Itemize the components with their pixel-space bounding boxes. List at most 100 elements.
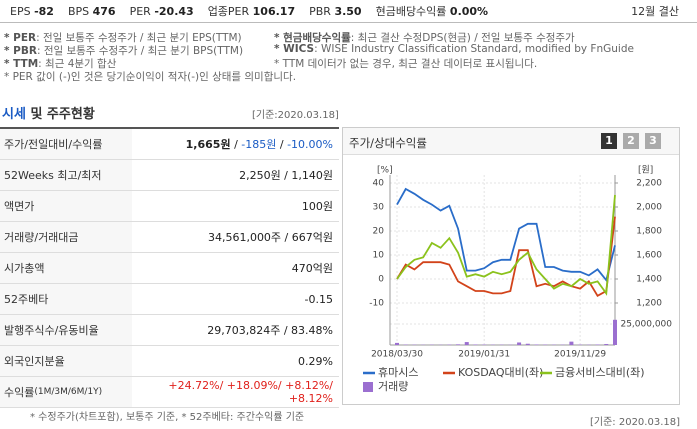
table-row: 52Weeks 최고/최저 2,250원 / 1,140원 [0, 160, 339, 191]
stat-value: 3.50 [334, 4, 362, 18]
stat-label: 현금배당수익률 [375, 5, 447, 18]
y-axis-label: [%] [377, 166, 393, 176]
y2-tick-label: 2,000 [636, 203, 662, 213]
y-tick-label: 20 [373, 227, 385, 237]
table-row: 시가총액 470억원 [0, 253, 339, 284]
title-rest: 및 주주현황 [25, 107, 95, 122]
note-desc: : 전일 보통주 수정주가 / 최근 분기 BPS(TTM) [36, 45, 244, 57]
note-term: * PER [4, 32, 37, 44]
legend-label: 휴마시스 [378, 366, 418, 379]
stat-label: PBR [309, 4, 331, 18]
row-value: -0.15 [132, 293, 339, 306]
label-text: 주가/전일대비/수익률 [4, 138, 103, 151]
series-line [396, 187, 616, 283]
volume-bar [613, 319, 617, 345]
note: * TTM 데이터가 없는 경우, 최근 결산 데이터로 표시됩니다. [274, 56, 537, 71]
stat: PBR 3.50 [309, 5, 361, 18]
table-date: [기준: 2020.03.18] [590, 417, 681, 428]
note-term: * WICS [274, 43, 315, 55]
value-part: / [230, 138, 242, 151]
volume-tick-label: 25,000,000 [620, 320, 672, 330]
table-row: 주가/전일대비/수익률 1,665원 / -185원 / -10.00% [0, 129, 339, 160]
table-row: 발행주식수/유동비율 29,703,824주 / 83.48% [0, 315, 339, 346]
row-label: 거래량/거래대금 [0, 222, 132, 252]
x-tick-label: 2019/11/29 [554, 350, 606, 360]
value-part: +24.72%/ +18.09%/ +8.12%/ +8.12% [168, 379, 333, 405]
table-row: 거래량/거래대금 34,561,000주 / 667억원 [0, 222, 339, 253]
value-part: 470억원 [291, 262, 333, 275]
stat-value: -82 [34, 4, 54, 18]
row-label: 주가/전일대비/수익률 [0, 129, 132, 159]
row-label: 52Weeks 최고/최저 [0, 160, 132, 190]
stat-label: BPS [67, 4, 90, 18]
volume-bar [525, 343, 530, 345]
note: * PER 값이 (-)인 것은 당기순이익이 적자(-)인 상태를 의미합니다… [4, 71, 297, 83]
value-part: 0.29% [298, 354, 333, 368]
table-footnote: * 수정주가(차트포함), 보통주 기준, * 52주베타: 주간수익률 기준 [30, 412, 305, 423]
volume-bar [595, 344, 600, 345]
panel-header: 주가/상대수익률 1 2 3 [343, 128, 679, 155]
series-line [396, 194, 616, 296]
value-part: -0.15 [304, 292, 333, 306]
chart-tab-button[interactable]: 3 [645, 133, 661, 149]
chart-tab-button[interactable]: 2 [623, 133, 639, 149]
stat-label: PER [129, 4, 151, 18]
value-part: 1,665원 [185, 138, 231, 151]
value-part: -185원 [241, 138, 277, 151]
y2-tick-label: 1,400 [636, 275, 662, 285]
volume-bar [395, 342, 399, 345]
settlement: 12월 결산 [631, 5, 679, 18]
note: * 현금배당수익률: 최근 결산 수정DPS(현금) / 전일 보통주 수정주가 [274, 30, 575, 45]
chart-tab-button[interactable]: 1 [601, 133, 617, 149]
volume-bar [517, 342, 522, 345]
stat: 현금배당수익률 0.00% [376, 3, 489, 19]
value-part: / [276, 138, 288, 151]
series-line [396, 216, 616, 298]
legend-label: KOSDAQ대비(좌) [458, 366, 543, 379]
y-tick-label: 40 [373, 179, 385, 189]
row-value: 0.29% [132, 355, 339, 368]
volume-bar [464, 342, 469, 345]
label-text: 액면가 [4, 200, 35, 213]
y2-tick-label: 1,600 [636, 251, 662, 261]
y-tick-label: 10 [373, 251, 385, 261]
legend-label: 금융서비스대비(좌) [555, 366, 645, 379]
table-row: 외국인지분율 0.29% [0, 346, 339, 377]
chart: [%] [원] 40 30 20 10 0 -10 2,200 2,000 1,800 1,600 1,… [363, 165, 672, 393]
value-part: 29,703,824주 / 83.48% [207, 324, 333, 337]
table-row: 액면가 100원 [0, 191, 339, 222]
volume-bar [456, 344, 461, 345]
row-label: 외국인지분율 [0, 346, 132, 376]
row-value: 29,703,824주 / 83.48% [132, 322, 339, 338]
title-highlight: 시세 [2, 107, 26, 122]
chart-panel: 주가/상대수익률 1 2 3 [342, 127, 680, 405]
row-value: 1,665원 / -185원 / -10.00% [132, 136, 339, 152]
stat-value: -20.43 [154, 4, 194, 18]
table-row: 수익률 (1M/3M/6M/1Y) +24.72%/ +18.09%/ +8.12… [0, 377, 339, 408]
label-text: 거래량/거래대금 [4, 231, 79, 244]
note: * PER: 전일 보통주 수정주가 / 최근 분기 EPS(TTM) [4, 30, 242, 45]
stat-value: 106.17 [252, 5, 296, 18]
note-desc: : 최근 결산 수정DPS(현금) / 전일 보통주 수정주가 [350, 32, 575, 44]
panel-title: 주가/상대수익률 [349, 136, 427, 150]
volume-bar [604, 343, 609, 345]
note-desc: * TTM 데이터가 없는 경우, 최근 결산 데이터로 표시됩니다. [274, 58, 538, 70]
stat: PER -20.43 [130, 5, 194, 18]
y2-tick-label: 1,800 [636, 227, 662, 237]
y2-tick-label: 1,200 [636, 299, 662, 309]
section-title: 시세 및 주주현황 [2, 103, 95, 122]
x-tick-label: 2019/01/31 [458, 350, 510, 360]
note-term: * 현금배당수익률 [274, 32, 351, 44]
table-row: 52주베타 -0.15 [0, 284, 339, 315]
row-value: 2,250원 / 1,140원 [132, 167, 339, 183]
stat: BPS 476 [68, 5, 116, 18]
row-label: 액면가 [0, 191, 132, 221]
label-text: 시가총액 [4, 262, 45, 275]
stat-value: 0.00% [449, 5, 489, 18]
row-value: 100원 [132, 198, 339, 214]
stat: 업종PER 106.17 [208, 3, 295, 19]
y-tick-label: 30 [373, 203, 385, 213]
label-text: 52Weeks 최고/최저 [4, 169, 102, 182]
stat: EPS -82 [10, 5, 54, 18]
volume-bar [473, 344, 478, 345]
